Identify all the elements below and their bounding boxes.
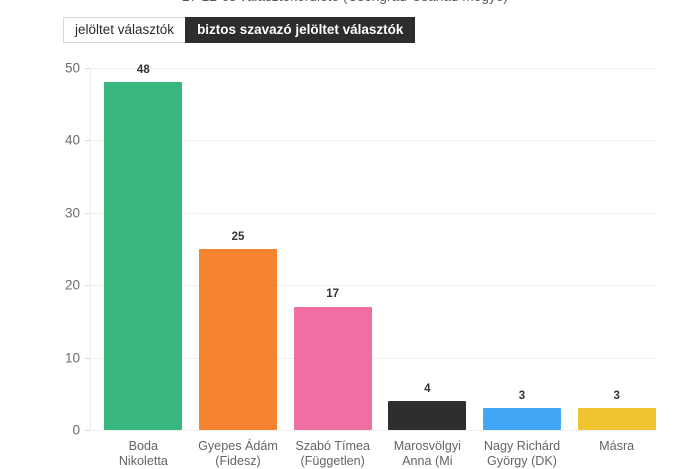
- x-axis-tick-label-line: Boda: [128, 439, 159, 453]
- tick-mark: [85, 140, 90, 142]
- x-axis-tick-label-line: Nikoletta: [118, 454, 168, 468]
- bar-value-label: 25: [231, 230, 245, 243]
- bar-value-label: 3: [518, 389, 526, 402]
- tick-mark: [85, 68, 90, 69]
- tick-mark: [85, 430, 90, 431]
- bar[interactable]: 48 Boda Nikoletta: [104, 64, 183, 468]
- x-axis-tick-label-line: Másra: [599, 439, 635, 453]
- bar[interactable]: 3 Másra: [577, 390, 656, 453]
- gridline: [90, 430, 658, 431]
- tab-label: biztos szavazó jelöltet választók: [197, 22, 404, 38]
- x-axis-tick-label-line: György (DK): [487, 454, 557, 468]
- gridline: [90, 68, 658, 69]
- bar-value-label: 48: [136, 63, 150, 76]
- tick-mark: [85, 285, 90, 287]
- y-axis-tick-label: 0: [72, 422, 80, 438]
- bar-value-label: 17: [326, 288, 340, 301]
- bar-value-label: 4: [424, 382, 431, 395]
- x-axis-tick-label: Szabó Tímea (Független): [281, 439, 385, 469]
- tab-jeloltet-valasztok[interactable]: jelöltet választók: [63, 17, 186, 43]
- tab-bar: jelöltet választók biztos szavazó jelölt…: [63, 17, 416, 43]
- gridline: [90, 285, 658, 287]
- gridline: [90, 357, 658, 359]
- x-axis-tick-label-line: Szabó Tímea: [295, 439, 370, 453]
- y-axis-tick-label: 40: [64, 132, 80, 148]
- page-title: 27-22-es választókerülete (Csongrád-Csan…: [0, 0, 690, 5]
- y-axis-line: [90, 68, 91, 430]
- x-axis-tick-label-line: (Független): [300, 454, 365, 468]
- x-axis-tick-label-line: Gyepes Ádám: [198, 439, 278, 453]
- y-axis-tick-label: 50: [64, 60, 80, 76]
- gridline: [90, 212, 658, 214]
- x-axis-tick-label: Másra: [565, 439, 669, 454]
- x-axis-tick-label-line: Marosvölgyi: [393, 439, 461, 453]
- x-axis-tick-label: Gyepes Ádám (Fidesz): [186, 439, 290, 469]
- x-axis-tick-label: Marosvölgyi Anna (Mi: [375, 439, 479, 469]
- y-axis-tick-label: 20: [64, 277, 80, 293]
- x-axis-tick-label-line: Nagy Richárd: [483, 439, 561, 453]
- plot-area: 0 10 20 30 40 50 48 Boda Nikoletta 25 Gyepes Ádám(…: [65, 61, 658, 468]
- y-axis-tick-label: 30: [64, 205, 80, 221]
- gridline: [90, 140, 658, 142]
- x-axis-tick-label-line: Anna (Mi: [402, 454, 453, 468]
- bar-value-label: 3: [613, 389, 620, 402]
- tick-mark: [85, 212, 90, 214]
- bar[interactable]: 17 Szabó Tímea (Független): [293, 289, 372, 468]
- y-axis-tick-label: 10: [64, 350, 80, 366]
- bar-chart: 0 10 20 30 40 50 48 Boda Nikoletta 25 Gyepes Ádám(…: [0, 52, 690, 468]
- x-axis-tick-label: Boda Nikoletta: [91, 439, 195, 469]
- x-axis-tick-label: Nagy Richárd György (DK): [470, 439, 574, 469]
- bar[interactable]: 3 Nagy Richárd György (DK): [483, 390, 561, 468]
- chart-title-clipped: 27-22-es választókerülete (Csongrád-Csan…: [0, 0, 690, 5]
- bar[interactable]: 25 Gyepes Ádám (Fidesz): [198, 231, 278, 468]
- tab-biztos-szavazo-jeloltet-valasztok[interactable]: biztos szavazó jelöltet választók: [185, 17, 416, 43]
- tab-label: jelöltet választók: [75, 22, 175, 38]
- bar[interactable]: 4 Marosvölgyi Anna (Mi: [388, 383, 467, 468]
- x-axis-tick-label-line: (Fidesz): [215, 454, 261, 468]
- tick-mark: [85, 357, 90, 359]
